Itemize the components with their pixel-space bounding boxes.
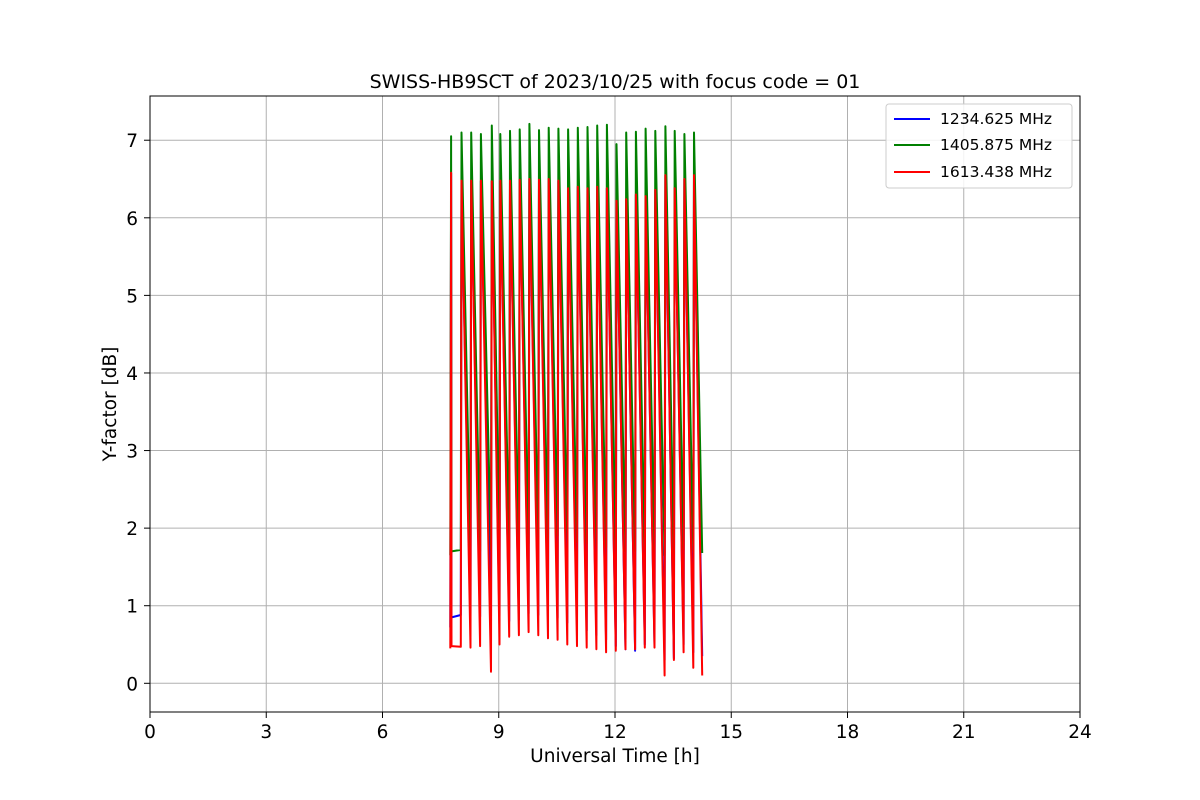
x-tick-label: 3 [260,722,272,743]
x-tick-label: 9 [493,722,505,743]
x-tick-label: 12 [603,722,627,743]
chart-title: SWISS-HB9SCT of 2023/10/25 with focus co… [370,71,861,93]
y-tick-label: 2 [126,519,138,540]
legend-entry: 1234.625 MHz [894,110,1052,128]
x-tick-label: 18 [836,722,860,743]
x-tick-label: 24 [1068,722,1092,743]
y-tick-label: 0 [126,674,138,695]
y-axis: 0 1 2 3 4 5 6 7 [126,131,150,695]
legend-label: 1405.875 MHz [940,136,1052,154]
legend-box [885,103,1073,189]
legend-entry: 1613.438 MHz [894,163,1052,181]
x-axis-label: Universal Time [h] [530,746,700,767]
y-tick-label: 3 [126,442,138,463]
legend-label: 1613.438 MHz [940,163,1052,181]
y-tick-label: 1 [126,597,138,618]
plot-area [449,122,704,677]
series-line-3 [449,171,704,677]
y-tick-label: 7 [126,131,138,152]
x-tick-label: 15 [719,722,743,743]
series-line-2 [449,122,704,557]
legend-label: 1234.625 MHz [940,110,1052,128]
x-tick-label: 21 [952,722,976,743]
x-tick-label: 6 [377,722,389,743]
x-axis: 0 3 6 9 12 15 18 21 24 [144,712,1092,743]
legend: 1234.625 MHz 1405.875 MHz 1613.438 MHz [885,103,1073,189]
y-tick-label: 4 [126,364,138,385]
legend-entry: 1405.875 MHz [894,136,1052,154]
y-axis-label: Y-factor [dB] [100,347,121,463]
x-tick-label: 0 [144,722,156,743]
y-tick-label: 5 [126,286,138,307]
y-tick-label: 6 [126,209,138,230]
